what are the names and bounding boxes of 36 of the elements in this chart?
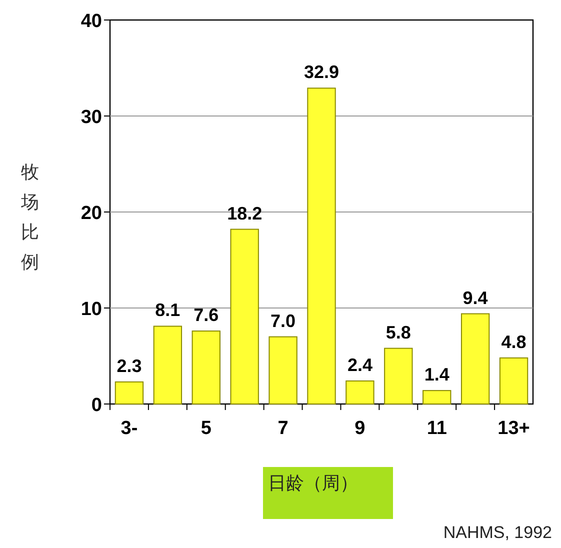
y-axis-title: 牧场比例 (20, 162, 39, 273)
data-label: 8.1 (155, 300, 180, 320)
data-label: 4.8 (501, 332, 526, 352)
x-tick-label: 7 (278, 418, 288, 439)
data-label: 7.0 (270, 310, 296, 331)
data-label: 2.4 (347, 354, 372, 375)
data-label: 9.4 (462, 288, 488, 308)
bar (192, 330, 220, 404)
bar (153, 326, 182, 404)
bar (384, 348, 413, 404)
bar (230, 228, 259, 404)
bar (499, 357, 528, 404)
x-tick-label: 13+ (498, 418, 530, 439)
y-tick-label: 40 (80, 11, 102, 32)
y-tick-label: 30 (80, 107, 102, 128)
bar (307, 88, 336, 404)
y-tick-label: 20 (80, 203, 102, 224)
bar (422, 390, 452, 404)
x-tick-label: 5 (200, 418, 212, 439)
y-tick-label: 0 (91, 395, 102, 416)
data-label: 5.8 (386, 322, 411, 342)
bar (346, 380, 374, 404)
x-axis-title: 日龄（周） (268, 473, 358, 494)
bar (268, 336, 298, 404)
data-label: 32.9 (304, 62, 340, 82)
bar (460, 313, 490, 404)
text: NAHMS, 1992 (443, 523, 552, 542)
data-label: 7.6 (194, 305, 219, 326)
bar (114, 381, 144, 404)
x-tick-label: 3- (120, 418, 138, 439)
x-tick-label: 11 (426, 418, 448, 439)
data-label: 1.4 (424, 364, 450, 385)
x-tick-label: 9 (354, 418, 366, 439)
data-label: 18.2 (227, 203, 262, 224)
data-label: 2.3 (116, 356, 142, 376)
y-tick-label: 10 (80, 299, 102, 320)
